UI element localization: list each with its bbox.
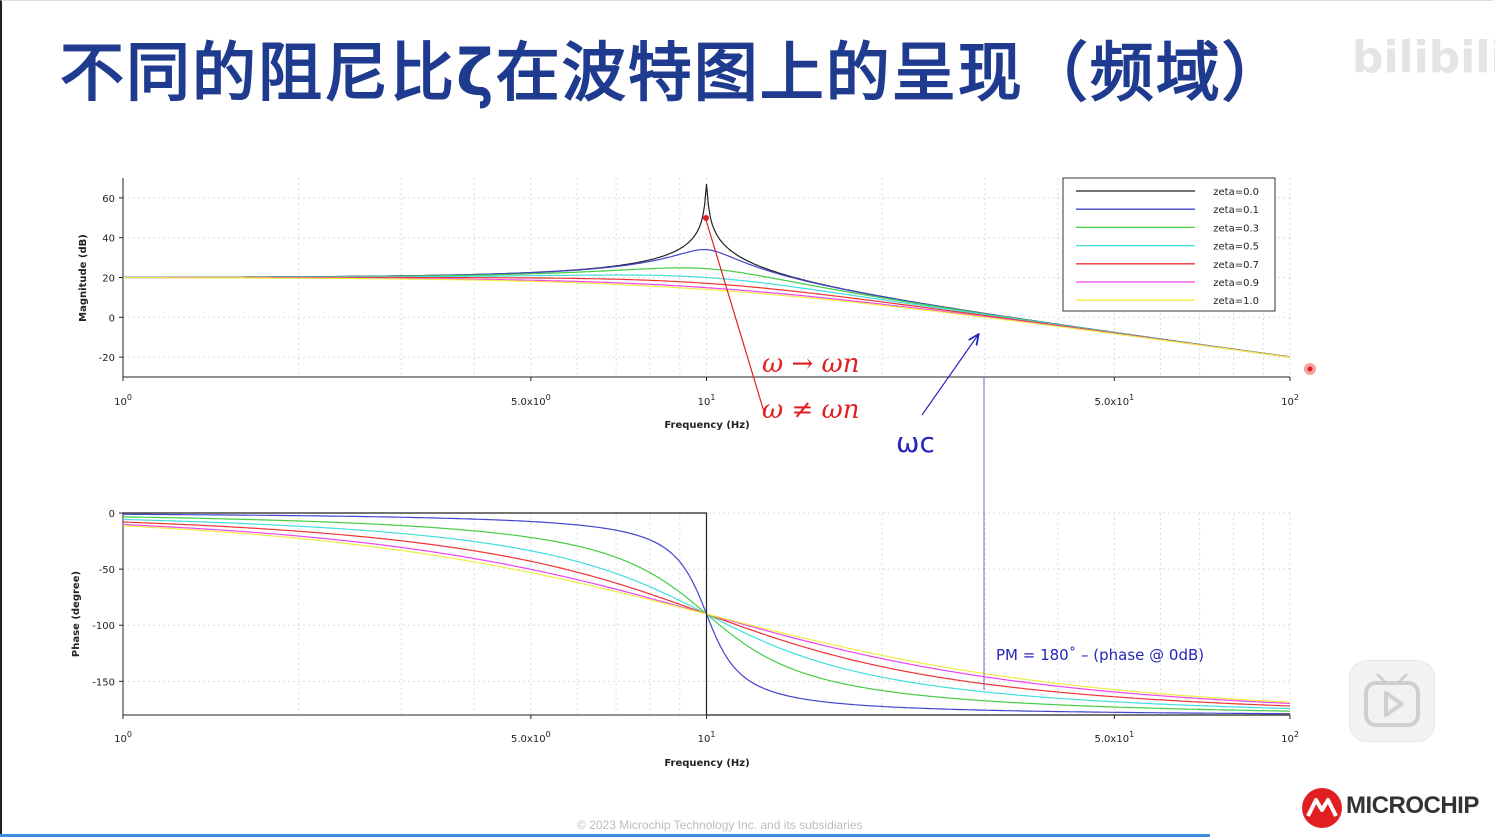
- magnitude-ytick-label: 0: [109, 313, 115, 324]
- legend-label: zeta=0.7: [1213, 260, 1259, 271]
- cursor-dot-center: [1307, 366, 1313, 372]
- phase-ytick-label: -50: [99, 565, 115, 576]
- xtick-label: 101: [698, 730, 716, 745]
- magnitude-ytick-label: 20: [102, 274, 115, 285]
- magnitude-ticks: 60 40 20 0 -20 100 5.0x100 101 5.0x101 102: [99, 194, 1299, 408]
- xtick-label: 100: [114, 393, 132, 408]
- legend-label: zeta=0.3: [1213, 223, 1259, 234]
- xtick-label: 5.0x101: [1095, 730, 1135, 745]
- phase-xlabel: Frequency (Hz): [664, 758, 749, 769]
- omega-to-wn-label: ω → ωn: [762, 349, 859, 379]
- magnitude-ylabel: Magnitude (dB): [78, 234, 89, 322]
- resonance-marker: [703, 215, 709, 221]
- progress-bar: [0, 834, 1210, 837]
- phase-ytick-label: 0: [109, 509, 115, 520]
- xtick-label: 5.0x101: [1095, 393, 1135, 408]
- magnitude-xlabel: Frequency (Hz): [664, 420, 749, 431]
- legend: zeta=0.0 zeta=0.1 zeta=0.3 zeta=0.5 zeta=0.7…: [1062, 177, 1276, 312]
- slide-title: 不同的阻尼比ζ在波特图上的呈现（频域）: [60, 37, 1288, 111]
- phase-ytick-label: -150: [92, 677, 115, 688]
- play-button[interactable]: [1349, 660, 1435, 742]
- magnitude-line-zeta=1.0: [123, 277, 1291, 358]
- xtick-label: 100: [114, 730, 132, 745]
- omega-ne-wn-label: ω ≠ ωn: [762, 395, 859, 425]
- legend-label: zeta=1.0: [1213, 296, 1259, 307]
- legend-box: [1062, 177, 1276, 312]
- phase-line-zeta=0.0: [123, 512, 1290, 716]
- play-icon: [1364, 673, 1420, 727]
- omega-c-label: ωc: [896, 426, 935, 459]
- microchip-brand: MICROCHIP: [1346, 792, 1479, 819]
- xtick-label: 5.0x100: [511, 730, 551, 745]
- magnitude-ytick-label: -20: [99, 353, 115, 364]
- magnitude-ytick-label: 40: [102, 234, 115, 245]
- phase-ylabel: Phase (degree): [71, 571, 82, 657]
- xtick-label: 102: [1281, 393, 1299, 408]
- phase-step-zeta0: [123, 512, 1290, 716]
- legend-label: zeta=0.5: [1213, 242, 1259, 253]
- xtick-label: 102: [1281, 730, 1299, 745]
- phase-margin-formula: PM = 180˚ – (phase @ 0dB): [996, 646, 1204, 664]
- resonance-pointer-line: [705, 219, 766, 416]
- copyright-footer: © 2023 Microchip Technology Inc. and its…: [577, 818, 863, 832]
- xtick-label: 101: [698, 393, 716, 408]
- crossover-arrow: [921, 335, 978, 416]
- magnitude-series: [123, 183, 1291, 358]
- xtick-label: 5.0x100: [511, 393, 551, 408]
- magnitude-ytick-label: 60: [102, 194, 115, 205]
- legend-label: zeta=0.1: [1213, 205, 1259, 216]
- bilibili-watermark: bilibili: [1352, 32, 1495, 83]
- phase-ticks: 0 -50 -100 -150 100 5.0x100 101 5.0x101 102: [92, 509, 1299, 745]
- legend-label: zeta=0.0: [1213, 187, 1259, 198]
- legend-label: zeta=0.9: [1213, 278, 1259, 289]
- microchip-logo-icon: [1302, 788, 1342, 828]
- phase-ytick-label: -100: [92, 621, 115, 632]
